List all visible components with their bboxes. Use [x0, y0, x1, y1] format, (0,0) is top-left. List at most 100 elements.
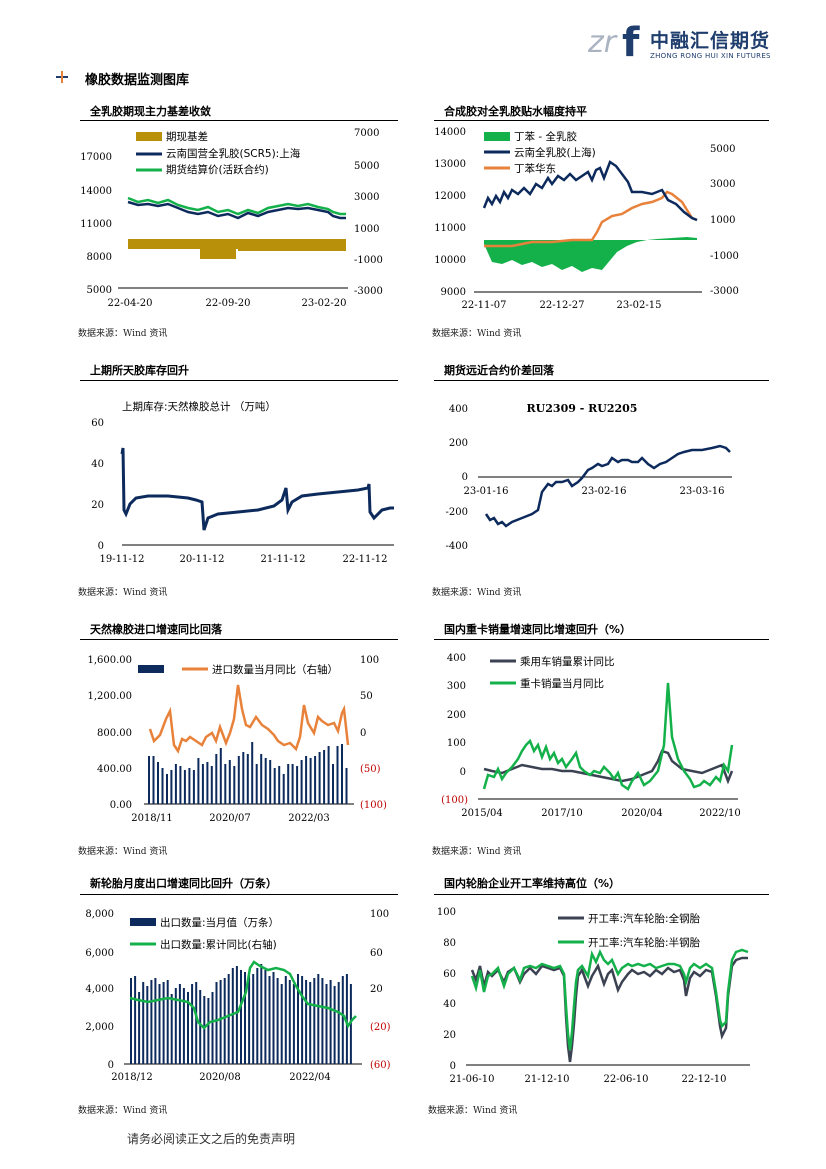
y-tick-label: 40	[443, 999, 456, 1010]
chart-source-3: 数据来源：Wind 资讯	[78, 588, 168, 598]
x-tick-label: 22-06-10	[604, 1074, 649, 1085]
bar	[313, 978, 316, 1064]
bar	[192, 770, 195, 804]
y-tick-label: 1,200.00	[87, 691, 132, 702]
chart-inner-title: RU2309 - RU2205	[527, 402, 638, 415]
chart-title-6: 国内重卡销量增速同比增速回升（%）	[444, 623, 632, 636]
bar	[276, 978, 279, 1064]
x-tick-label: 2018/12	[111, 1072, 153, 1083]
chart-separator-5	[80, 639, 398, 640]
y2-tick-label: -3000	[710, 286, 739, 297]
legend-label: 出口数量:当月值（万条）	[160, 916, 279, 929]
bar	[166, 774, 168, 804]
series-ru2309-ru2205	[484, 444, 731, 528]
y-tick-label: 80	[443, 938, 456, 949]
bar	[296, 766, 299, 804]
chart-separator-1	[80, 120, 398, 121]
y-tick-label: 0	[108, 1060, 114, 1071]
x-tick-label: 21-12-10	[525, 1074, 570, 1085]
section-title: 橡胶数据监测图库	[85, 73, 190, 88]
bar	[282, 774, 285, 804]
bar	[260, 754, 263, 804]
bar	[228, 760, 231, 804]
x-tick-label: 23-02-20	[302, 298, 347, 309]
chart-source-8: 数据来源：Wind 资讯	[428, 1106, 518, 1116]
y-tick-label: 100	[437, 907, 456, 918]
section-bullet-icon	[56, 71, 68, 83]
bar	[278, 766, 281, 804]
bar	[174, 988, 177, 1064]
bar	[297, 974, 299, 1064]
bar	[210, 766, 213, 804]
legend-label: 丁苯华东	[514, 162, 556, 175]
y-tick-label: 4,000	[85, 984, 114, 995]
legend-label: 期现基差	[166, 130, 208, 143]
x-tick-label: 2015/04	[461, 808, 503, 819]
y-tick-label: 2,000	[85, 1022, 114, 1033]
bar	[178, 984, 181, 1064]
shfe-inventory-chart: 上期库存:天然橡胶总计 （万吨） 60 40 20 0 19-11-12 20-…	[91, 400, 394, 565]
y2-tick-label: 3000	[710, 179, 735, 190]
chart-separator-2	[434, 120, 769, 121]
bar	[191, 984, 194, 1064]
bar	[309, 758, 312, 804]
bar	[291, 764, 294, 804]
bar	[314, 756, 317, 804]
y2-tick-label: 100	[360, 655, 379, 666]
bar	[341, 976, 344, 1064]
bar	[219, 980, 222, 1064]
bar	[148, 756, 150, 804]
y2-tick-label: 5000	[354, 161, 379, 172]
y2-tick-label: (100)	[360, 800, 387, 811]
x-tick-label: 22-11-12	[343, 554, 388, 565]
x-tick-label: 2020/07	[209, 813, 251, 824]
legend-label: 出口数量:累计同比(右轴)	[160, 938, 277, 951]
chart-separator-3	[80, 380, 398, 381]
y-tick-label: 0	[460, 767, 466, 778]
y-tick-label: 300	[447, 681, 466, 692]
legend-label: 进口数量当月同比（右轴）	[212, 663, 338, 676]
bar	[332, 764, 334, 804]
bar	[264, 758, 267, 804]
y-tick-label: 60	[443, 969, 456, 980]
svg-text:f: f	[622, 20, 640, 60]
x-tick-label: 2022/03	[288, 813, 330, 824]
x-tick-label: 22-12-10	[682, 1074, 727, 1085]
x-tick-label: 20-11-12	[180, 554, 225, 565]
y-tick-label: 13000	[434, 159, 466, 170]
series-scr5-shanghai	[127, 200, 346, 220]
y2-tick-label: 60	[370, 948, 383, 959]
bar	[305, 756, 308, 804]
y-tick-label: (100)	[441, 795, 468, 806]
y2-tick-label: -3000	[354, 286, 383, 297]
logo-text-cn: 中融汇信期货	[650, 30, 771, 52]
x-tick-label: 21-06-10	[450, 1074, 495, 1085]
bar	[166, 980, 169, 1064]
bar	[162, 982, 165, 1064]
bar	[235, 966, 238, 1064]
bar	[188, 768, 191, 804]
basis-bars	[128, 239, 346, 259]
bar	[244, 972, 246, 1064]
bar	[174, 764, 177, 804]
bar	[233, 766, 236, 804]
bar	[242, 752, 245, 804]
x-tick-label: 23-02-15	[617, 300, 662, 311]
company-logo: zr f 中融汇信期货 ZHONG RONG HUI XIN FUTURES	[586, 20, 786, 64]
y-tick-label: 800.00	[97, 728, 132, 739]
bar	[300, 760, 303, 804]
bar	[317, 974, 320, 1064]
y2-tick-label: (50)	[360, 764, 381, 775]
disclaimer-footer: 请务必阅读正文之后的免责声明	[127, 1132, 296, 1146]
bar	[268, 976, 271, 1064]
series-sbr-minus-natural-area	[484, 237, 697, 272]
y2-tick-label: -1000	[354, 255, 383, 266]
bar	[287, 764, 290, 804]
y-tick-label: 14000	[80, 186, 112, 197]
series-futures-settle	[127, 196, 346, 216]
legend-label: 云南国营全乳胶(SCR5):上海	[166, 147, 301, 160]
x-tick-label: 23-03-16	[680, 486, 725, 497]
y2-tick-label: 50	[360, 691, 373, 702]
chart-source-7: 数据来源：Wind 资讯	[78, 1106, 168, 1116]
y2-tick-label: 100	[370, 909, 389, 920]
